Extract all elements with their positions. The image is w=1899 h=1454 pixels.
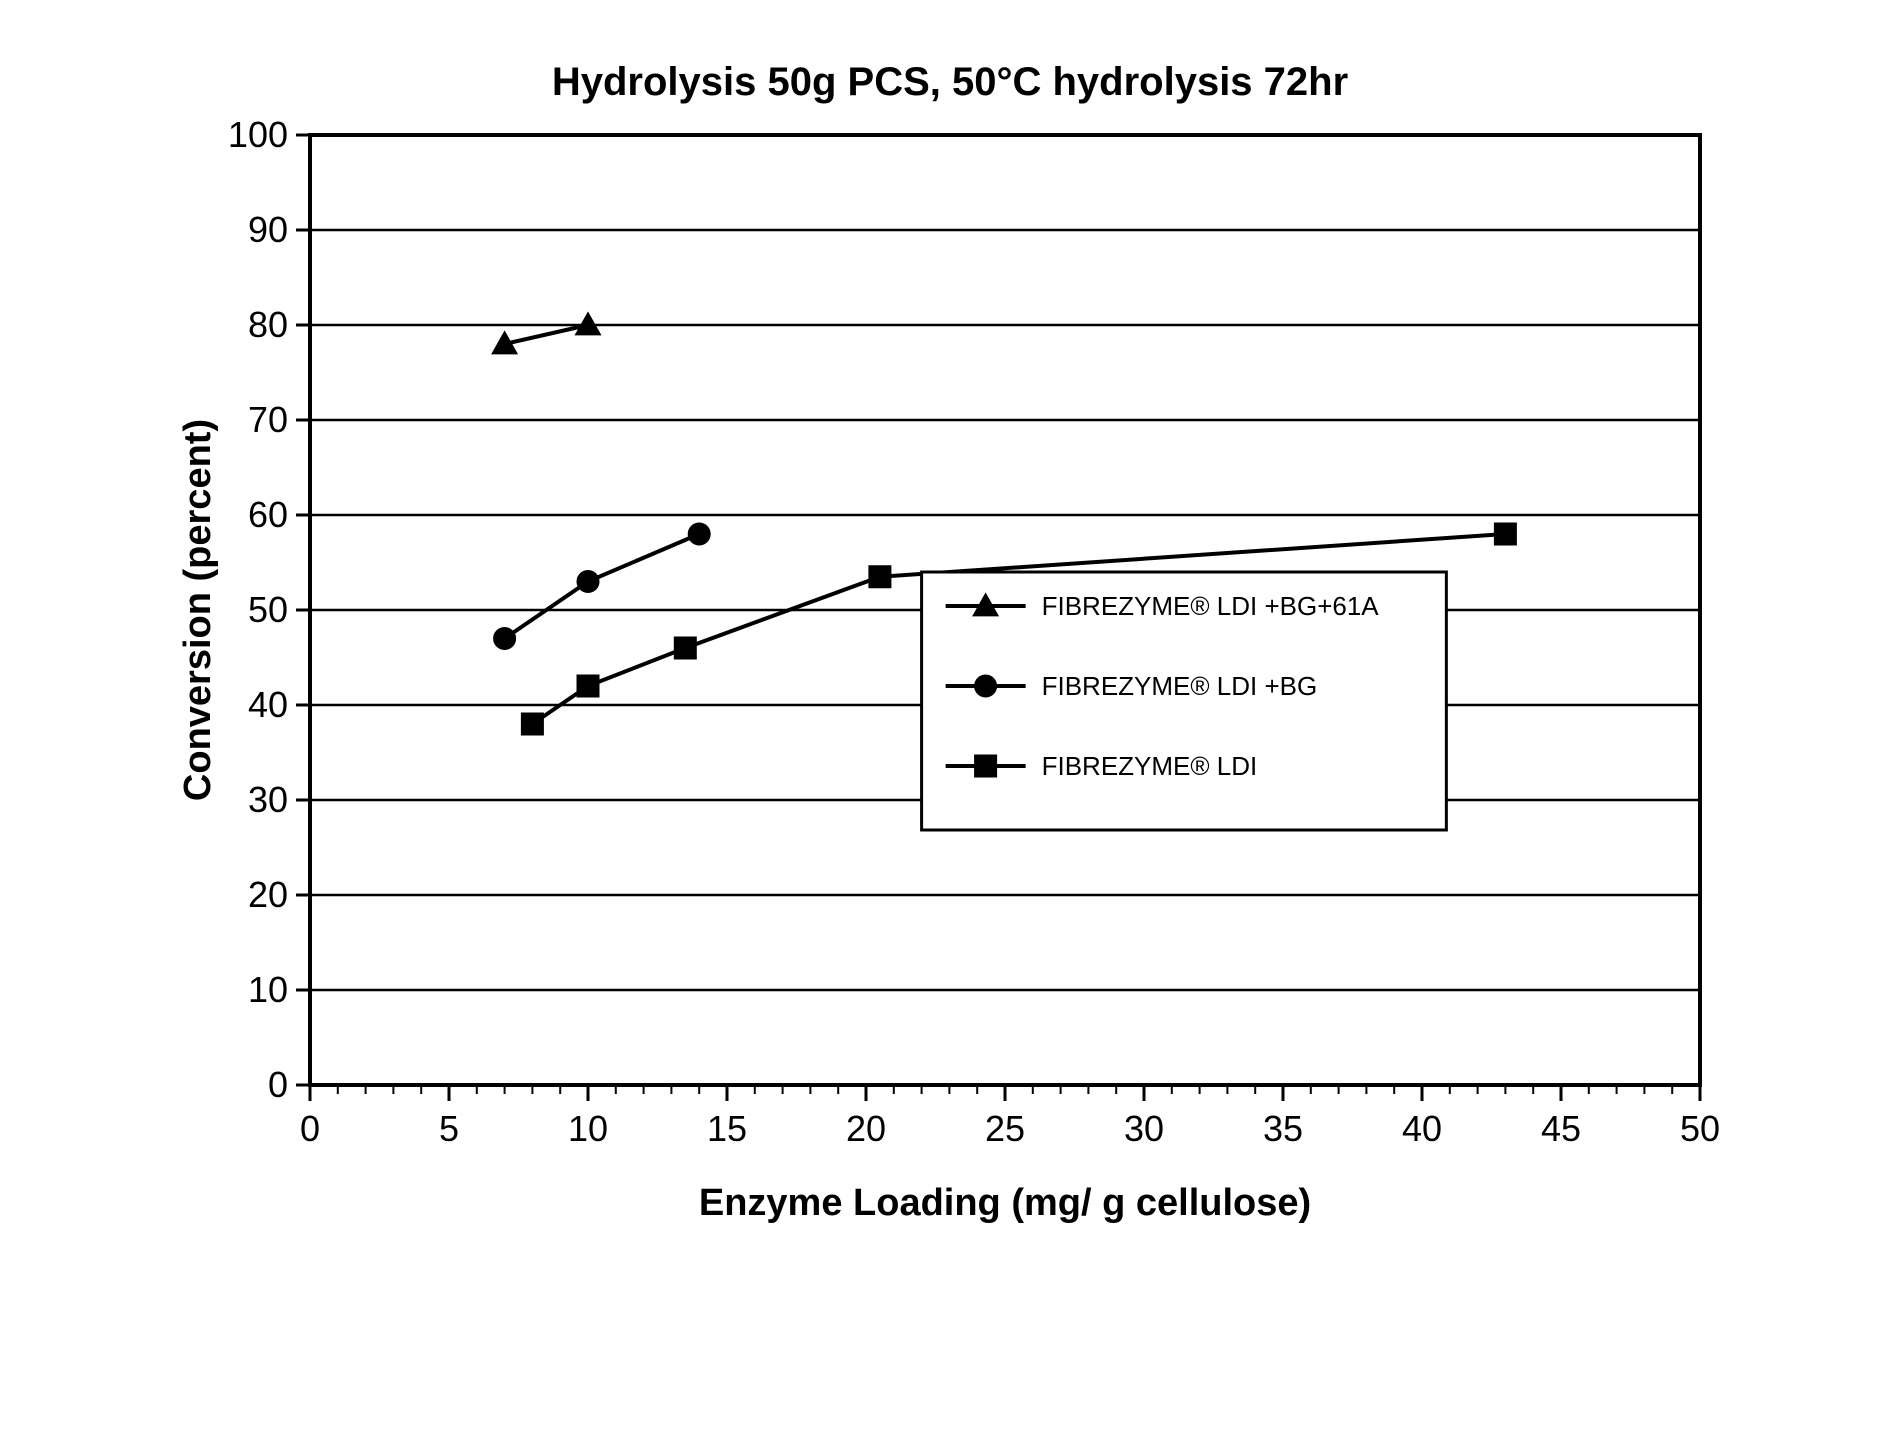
- svg-text:20: 20: [846, 1108, 886, 1149]
- legend-label: FIBREZYME® LDI +BG: [1042, 671, 1318, 701]
- svg-text:80: 80: [248, 304, 288, 345]
- svg-text:90: 90: [248, 209, 288, 250]
- svg-text:50: 50: [248, 589, 288, 630]
- legend-label: FIBREZYME® LDI +BG+61A: [1042, 591, 1380, 621]
- svg-text:35: 35: [1263, 1108, 1303, 1149]
- svg-text:45: 45: [1541, 1108, 1581, 1149]
- svg-text:10: 10: [248, 969, 288, 1010]
- y-axis-label: Conversion (percent): [177, 419, 219, 801]
- chart-container: Hydrolysis 50g PCS, 50°C hydrolysis 72hr…: [160, 60, 1740, 1260]
- svg-text:5: 5: [439, 1108, 459, 1149]
- legend: FIBREZYME® LDI +BG+61A FIBREZYME® LDI +BG…: [922, 572, 1447, 830]
- x-axis-label: Enzyme Loading (mg/ g cellulose): [699, 1182, 1311, 1224]
- svg-text:40: 40: [248, 684, 288, 725]
- page: Hydrolysis 50g PCS, 50°C hydrolysis 72hr…: [0, 0, 1899, 1454]
- svg-text:20: 20: [248, 874, 288, 915]
- svg-text:0: 0: [268, 1064, 288, 1105]
- svg-text:15: 15: [707, 1108, 747, 1149]
- svg-text:30: 30: [1124, 1108, 1164, 1149]
- chart-svg: 0 10 20 30 40 50 60 70 80 90 100 0 5 10 15 20 25 30 35 40 45…: [160, 115, 1740, 1255]
- svg-text:100: 100: [228, 115, 288, 155]
- svg-text:10: 10: [568, 1108, 608, 1149]
- svg-text:0: 0: [300, 1108, 320, 1149]
- svg-text:50: 50: [1680, 1108, 1720, 1149]
- svg-text:70: 70: [248, 399, 288, 440]
- svg-text:60: 60: [248, 494, 288, 535]
- svg-text:30: 30: [248, 779, 288, 820]
- legend-label: FIBREZYME® LDI: [1042, 751, 1258, 781]
- svg-text:40: 40: [1402, 1108, 1442, 1149]
- chart-title: Hydrolysis 50g PCS, 50°C hydrolysis 72hr: [160, 60, 1740, 105]
- svg-text:25: 25: [985, 1108, 1025, 1149]
